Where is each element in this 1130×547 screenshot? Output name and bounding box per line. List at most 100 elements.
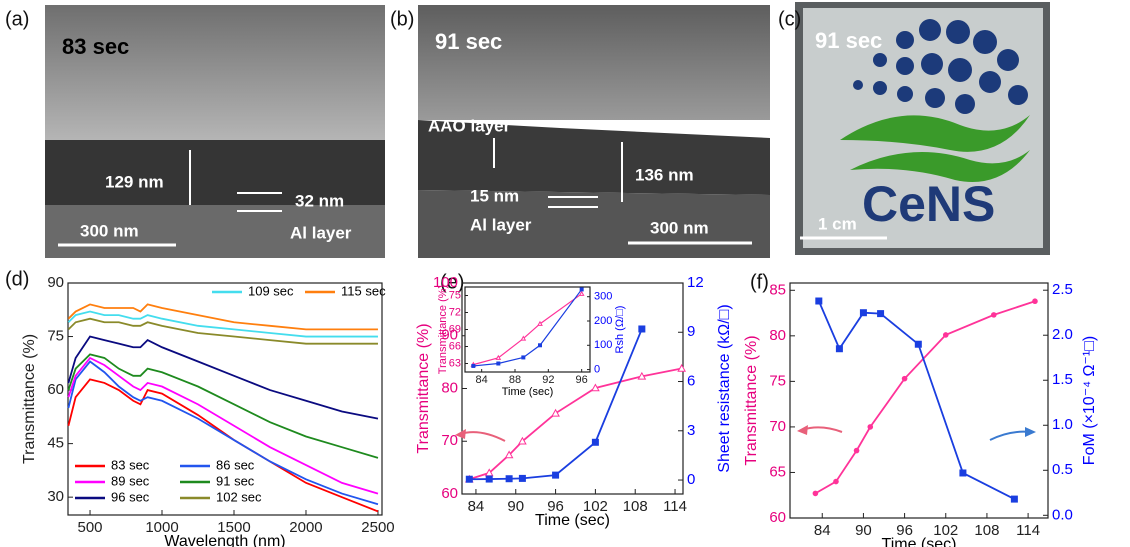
marker <box>552 472 559 479</box>
y2-axis-label: Rsh (Ω/□) <box>614 306 626 354</box>
marker <box>1011 496 1018 503</box>
scale-label: 300 nm <box>80 221 139 240</box>
series-line <box>68 354 378 458</box>
marker <box>538 343 542 347</box>
marker <box>592 439 599 446</box>
x-tick-label: 90 <box>507 498 524 515</box>
y2-axis-label: FoM (×10⁻⁴ Ω⁻¹□) <box>1081 336 1098 465</box>
legend-label: 89 sec <box>111 473 150 488</box>
y2-tick-label: 100 <box>594 339 612 351</box>
marker <box>496 362 500 366</box>
axis-arrow <box>460 432 505 441</box>
x-axis-label: Wavelength (nm) <box>164 533 285 547</box>
annotation: 15 nm <box>470 186 519 205</box>
y-axis-label: Transmittance (%) <box>415 323 432 453</box>
y2-tick-label: 3 <box>687 422 695 439</box>
series-line <box>819 301 1015 499</box>
x-tick-label: 114 <box>1016 522 1040 539</box>
y2-tick-label: 200 <box>594 315 612 327</box>
marker <box>486 476 493 483</box>
scale-label: 300 nm <box>650 218 709 237</box>
marker <box>915 341 922 348</box>
y2-tick-label: 2.5 <box>1052 281 1073 298</box>
y-tick-label: 75 <box>47 328 64 345</box>
y2-tick-label: 0 <box>687 471 695 488</box>
y-tick-label: 80 <box>769 327 786 344</box>
legend-label: 96 sec <box>111 489 150 504</box>
axis-arrow <box>802 427 842 432</box>
marker <box>580 287 584 291</box>
y2-tick-label: 1.0 <box>1052 416 1073 433</box>
marker <box>867 424 873 430</box>
y-tick-label: 60 <box>769 509 786 526</box>
y-tick-label: 60 <box>441 485 458 502</box>
y2-tick-label: 6 <box>687 372 695 389</box>
marker <box>836 345 843 352</box>
x-tick-label: 114 <box>663 498 687 515</box>
sem-surface <box>418 5 770 120</box>
x-tick-label: 108 <box>623 498 648 515</box>
y2-tick-label: 300 <box>594 291 612 303</box>
logo-text: CeNS <box>862 176 995 232</box>
x-tick-label: 88 <box>509 374 521 386</box>
marker <box>506 475 513 482</box>
marker <box>860 309 867 316</box>
time-label: 91 sec <box>815 28 882 53</box>
annotation: 136 nm <box>635 165 694 184</box>
axis-arrow <box>990 432 1030 440</box>
marker <box>854 448 860 454</box>
time-label: 83 sec <box>62 34 129 59</box>
figure: (a) 83 sec 129 nm 32 nm Al layer 300 nm … <box>0 0 1130 547</box>
series-line <box>68 337 378 419</box>
marker <box>1032 298 1038 304</box>
annotation: Al layer <box>290 223 352 242</box>
y2-tick-label: 2.0 <box>1052 326 1073 343</box>
panel-label: (f) <box>750 271 769 293</box>
panel-a: (a) 83 sec 129 nm 32 nm Al layer 300 nm <box>5 5 385 258</box>
legend-label: 109 sec <box>248 283 294 298</box>
x-tick-label: 92 <box>542 374 554 386</box>
y2-tick-label: 0 <box>594 363 600 375</box>
y-tick-label: 30 <box>47 488 64 505</box>
axis-arrowhead <box>1025 427 1036 437</box>
marker <box>521 355 525 359</box>
x-axis-label: Time (sec) <box>502 386 554 398</box>
y-tick-label: 60 <box>47 381 64 398</box>
annotation: Al layer <box>470 215 532 234</box>
y2-tick-label: 12 <box>687 274 704 291</box>
y-tick-label: 80 <box>441 379 458 396</box>
x-axis-label: Time (sec) <box>535 512 610 529</box>
annotation: 129 nm <box>105 172 164 191</box>
y-tick-label: 90 <box>47 274 64 291</box>
series-line <box>68 312 378 337</box>
marker <box>466 476 473 483</box>
panel-c: (c) 91 sec CeNS 1 cm <box>778 2 1050 255</box>
series-line <box>815 301 1035 493</box>
marker <box>877 310 884 317</box>
marker <box>813 491 819 497</box>
x-axis-label: Time (sec) <box>882 536 957 547</box>
y-tick-label: 75 <box>769 372 786 389</box>
y-axis-label: Transmittance (%) <box>437 285 449 374</box>
marker <box>471 364 475 368</box>
marker <box>902 376 908 382</box>
marker <box>519 475 526 482</box>
axis-arrowhead <box>797 425 808 435</box>
y2-tick-label: 9 <box>687 323 695 340</box>
annotation: AAO layer <box>428 116 511 135</box>
marker <box>638 325 645 332</box>
legend-label: 91 sec <box>216 473 255 488</box>
y-axis-label: Transmittance (%) <box>21 334 38 464</box>
panel-b: (b) 91 sec AAO layer 136 nm 15 nm Al lay… <box>390 5 770 258</box>
inset-background <box>465 287 590 372</box>
series-line <box>68 304 378 329</box>
y2-tick-label: 1.5 <box>1052 371 1073 388</box>
y-tick-label: 85 <box>769 281 786 298</box>
panel-label: (b) <box>390 8 414 30</box>
y-axis-label: Transmittance (%) <box>743 335 760 465</box>
x-tick-label: 2000 <box>289 519 322 536</box>
sem-surface <box>45 5 385 140</box>
marker <box>833 479 839 485</box>
annotation: 32 nm <box>295 191 344 210</box>
x-tick-label: 84 <box>814 522 831 539</box>
